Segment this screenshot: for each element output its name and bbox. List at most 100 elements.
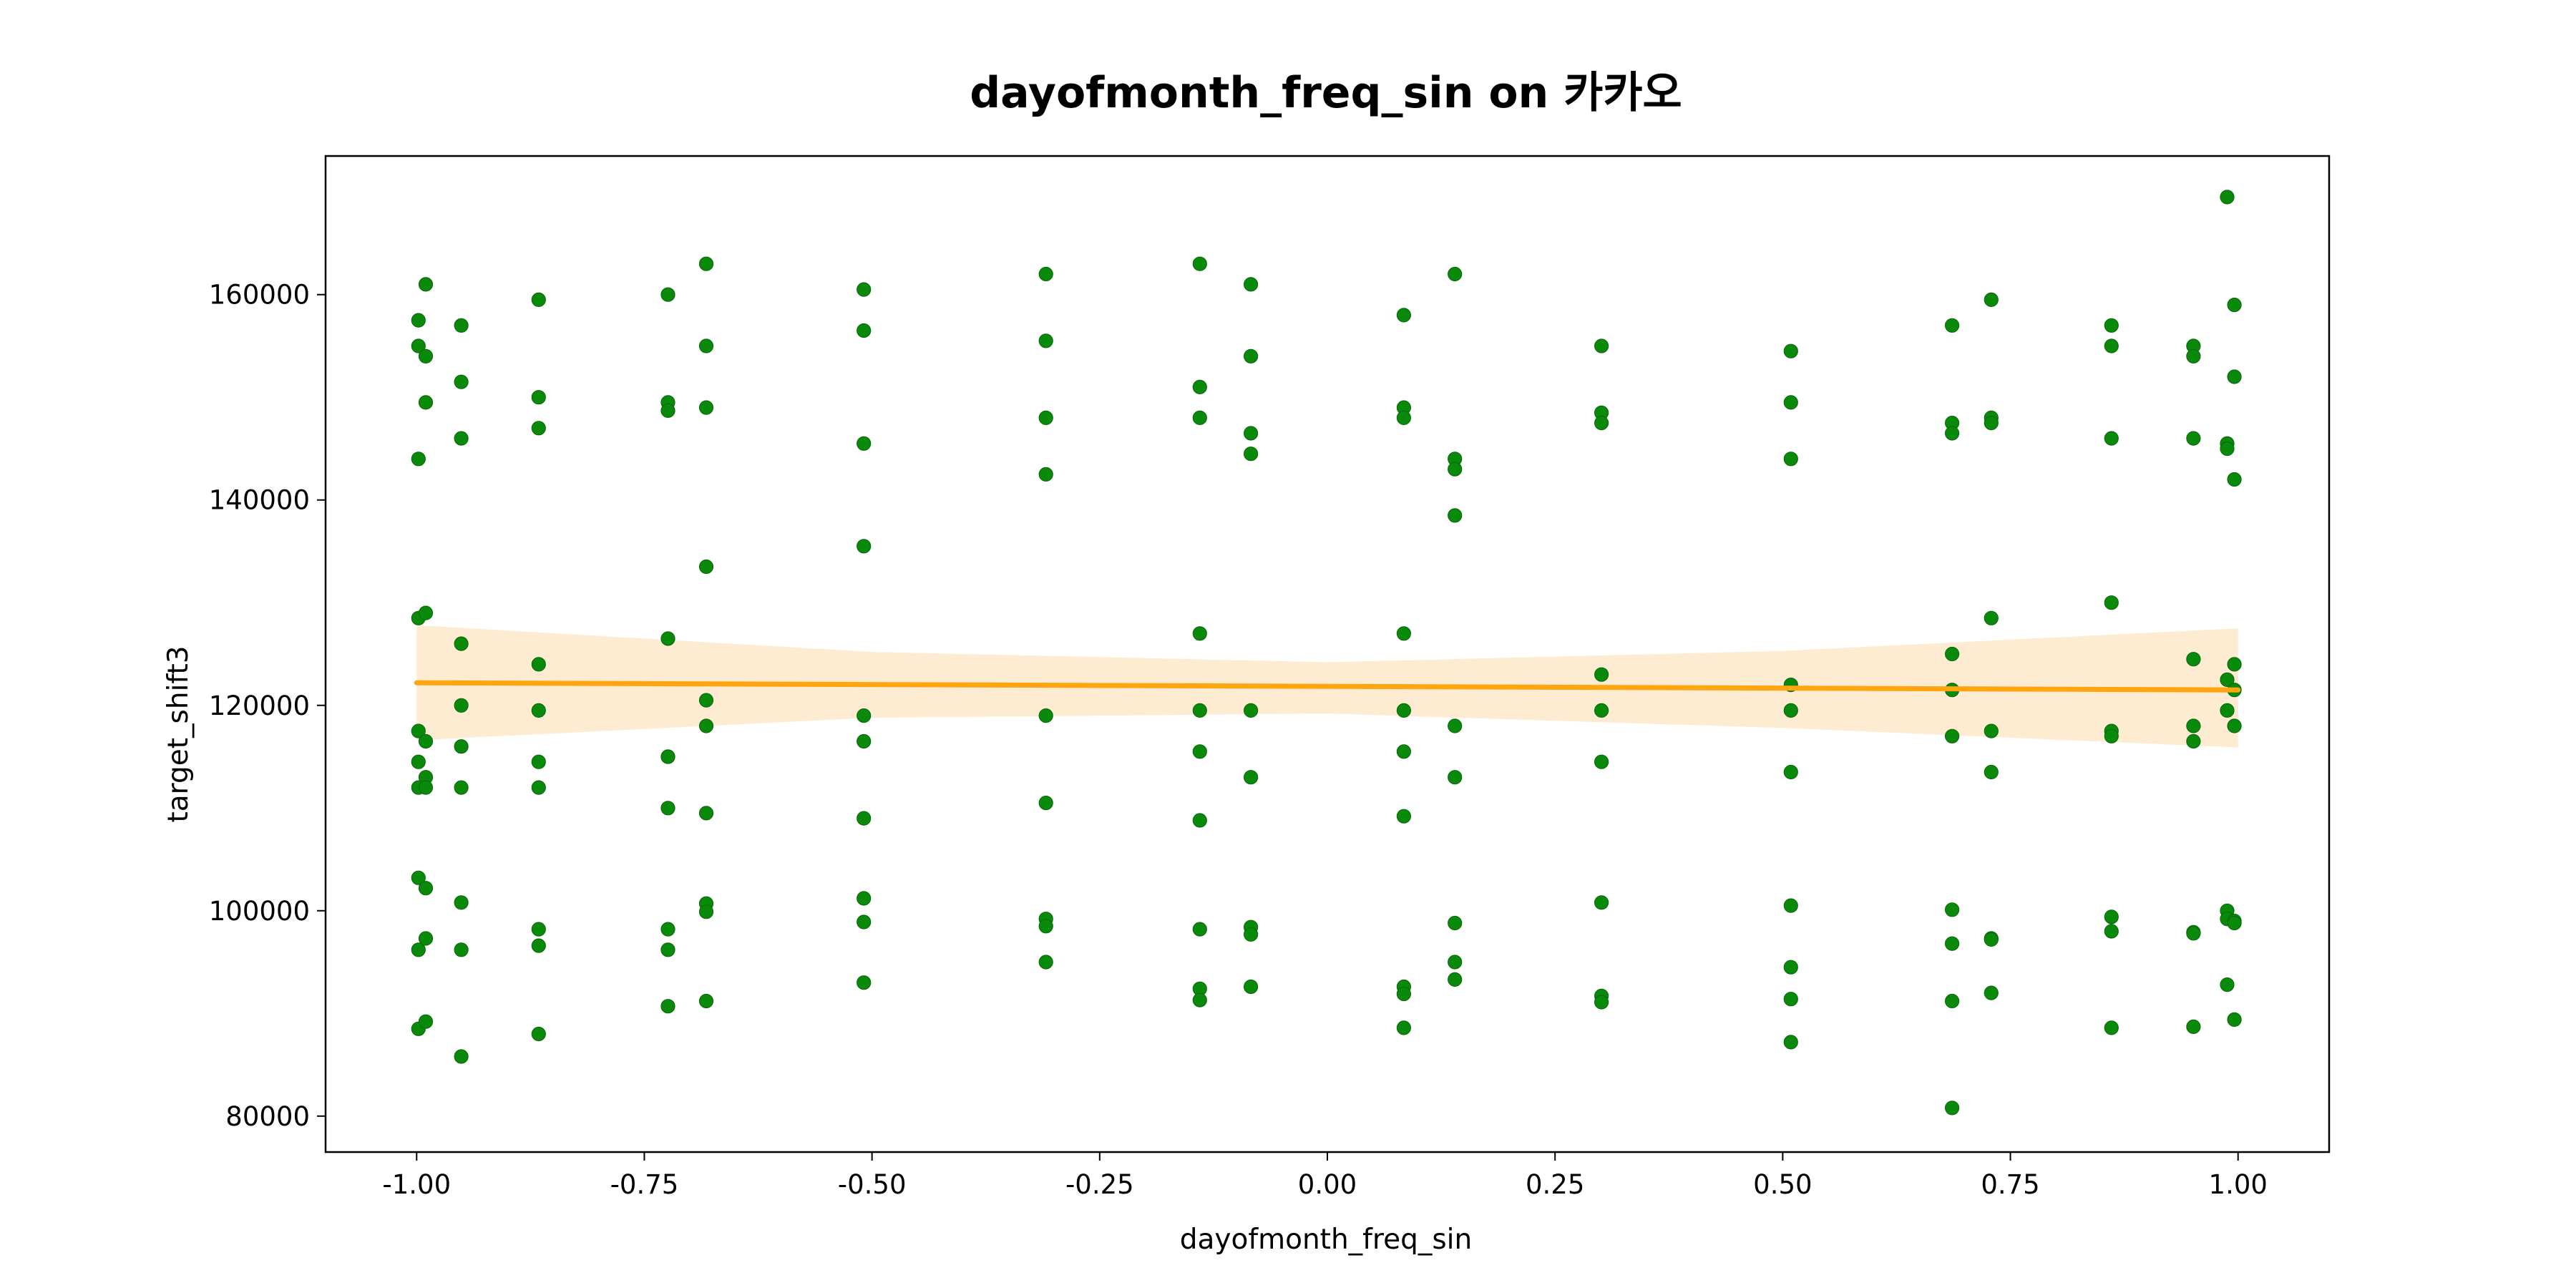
scatter-point	[531, 1026, 546, 1042]
scatter-point	[1192, 992, 1207, 1008]
scatter-point	[1594, 995, 1609, 1010]
scatter-point	[2104, 1020, 2119, 1035]
scatter-point	[1192, 410, 1207, 426]
x-tick-label: 0.50	[1753, 1169, 1812, 1200]
scatter-point	[2220, 703, 2235, 718]
scatter-point	[1243, 426, 1259, 441]
scatter-point	[1038, 795, 1053, 811]
scatter-point	[411, 313, 426, 328]
scatter-point	[1243, 703, 1259, 718]
scatter-point	[1192, 922, 1207, 937]
x-tick-label: -1.00	[382, 1169, 451, 1200]
scatter-point	[1038, 410, 1053, 426]
y-tick-label: 120000	[209, 691, 310, 721]
scatter-point	[1448, 508, 1463, 523]
scatter-point	[1243, 927, 1259, 942]
scatter-point	[1945, 902, 1960, 917]
scatter-point	[660, 403, 675, 419]
scatter-point	[454, 739, 469, 754]
scatter-point	[1038, 955, 1053, 970]
x-tick-label: 1.00	[2209, 1169, 2268, 1200]
scatter-point	[857, 708, 872, 723]
scatter-point	[698, 559, 714, 575]
scatter-point	[418, 733, 434, 749]
scatter-point	[1038, 333, 1053, 348]
scatter-point	[2220, 190, 2235, 205]
scatter-point	[2220, 977, 2235, 992]
scatter-point	[531, 780, 546, 795]
scatter-point	[698, 993, 714, 1009]
scatter-point	[418, 395, 434, 410]
plot-area: -1.00 -0.75 -0.50 -0.25 0.00 0.25 0.50 0.75 1.00…	[209, 155, 2331, 1200]
scatter-point	[454, 698, 469, 713]
scatter-point	[857, 539, 872, 554]
x-tick-label: 0.00	[1298, 1169, 1357, 1200]
scatter-point	[1783, 992, 1798, 1007]
scatter-point	[857, 811, 872, 826]
scatter-point	[1783, 703, 1798, 718]
x-tick-label: -0.25	[1065, 1169, 1134, 1200]
scatter-point	[1945, 646, 1960, 662]
scatter-point	[1594, 667, 1609, 682]
x-tick-label: 0.75	[1981, 1169, 2039, 1200]
scatter-point	[857, 914, 872, 930]
scatter-point	[698, 904, 714, 919]
scatter-point	[1783, 452, 1798, 467]
scatter-point	[454, 374, 469, 389]
scatter-point	[411, 942, 426, 957]
scatter-point	[2227, 718, 2242, 733]
y-tick-label: 140000	[209, 485, 310, 516]
scatter-point	[1396, 410, 1412, 426]
scatter-point	[1396, 1020, 1412, 1035]
scatter-point	[418, 605, 434, 620]
scatter-point	[1038, 266, 1053, 282]
scatter-point	[1243, 277, 1259, 292]
scatter-point	[857, 282, 872, 297]
scatter-point	[2227, 915, 2242, 931]
chart-title: dayofmonth_freq_sin on 카카오	[970, 68, 1682, 118]
scatter-point	[698, 338, 714, 353]
scatter-point	[1038, 467, 1053, 482]
x-tick-label: -0.50	[838, 1169, 907, 1200]
scatter-point	[2104, 431, 2119, 446]
scatter-point	[531, 657, 546, 672]
scatter-point	[1192, 256, 1207, 271]
scatter-point	[2104, 728, 2119, 743]
scatter-point	[1243, 447, 1259, 462]
scatter-point	[1396, 703, 1412, 718]
scatter-point	[1945, 426, 1960, 441]
scatter-point	[454, 942, 469, 957]
scatter-point	[2104, 338, 2119, 353]
scatter-point	[1945, 1101, 1960, 1116]
scatter-point	[2104, 924, 2119, 939]
scatter-point	[1984, 764, 1999, 780]
scatter-point	[531, 922, 546, 937]
scatter-point	[1945, 993, 1960, 1009]
scatter-point	[1448, 972, 1463, 987]
scatter-point	[2227, 298, 2242, 313]
y-axis-label: target_shift3	[162, 645, 195, 822]
scatter-point	[1594, 338, 1609, 353]
scatter-point	[454, 318, 469, 333]
scatter-point	[1783, 764, 1798, 780]
scatter-point	[411, 723, 426, 738]
scatter-point	[857, 733, 872, 749]
scatter-point	[1396, 809, 1412, 824]
scatter-point	[1448, 915, 1463, 931]
scatter-point	[1783, 898, 1798, 913]
scatter-point	[660, 631, 675, 646]
scatter-point	[660, 801, 675, 816]
scatter-point	[418, 881, 434, 896]
scatter-point	[1783, 343, 1798, 358]
scatter-point	[2186, 348, 2201, 364]
scatter-point	[2227, 1012, 2242, 1028]
scatter-point	[660, 999, 675, 1014]
scatter-point	[1192, 744, 1207, 759]
scatter-point	[531, 938, 546, 953]
scatter-point	[411, 870, 426, 885]
scatter-point	[454, 1049, 469, 1064]
scatter-point	[698, 806, 714, 821]
scatter-point	[1594, 703, 1609, 718]
scatter-point	[2227, 657, 2242, 672]
scatter-point	[1945, 936, 1960, 951]
